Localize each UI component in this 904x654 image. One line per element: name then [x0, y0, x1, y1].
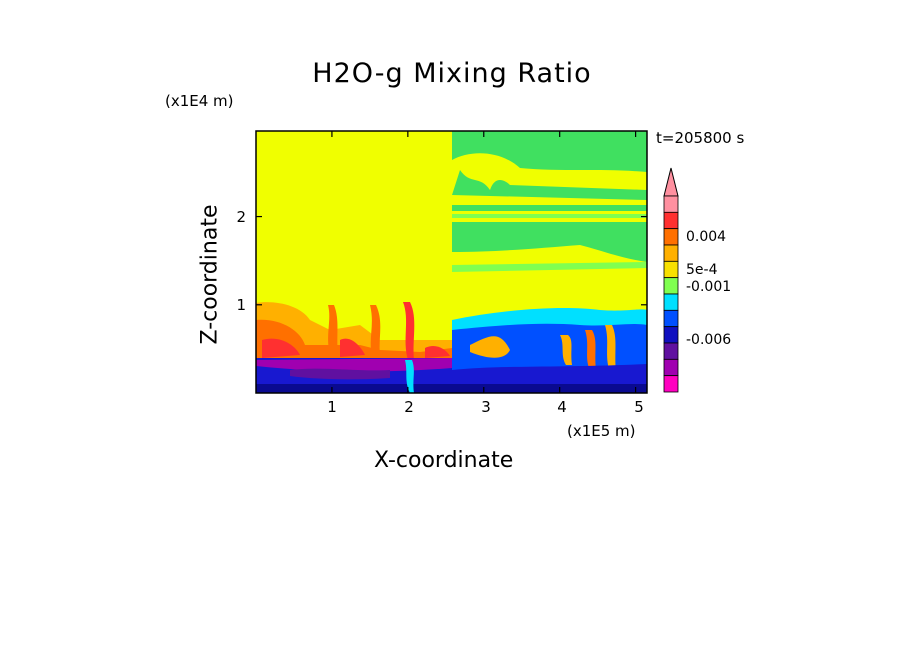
field-region-warm	[340, 338, 365, 357]
colorbar-swatch	[663, 195, 679, 213]
colorbar-swatch	[663, 375, 679, 393]
field-plume	[328, 305, 338, 355]
heatmap-field	[256, 131, 647, 393]
field-region-surface	[256, 358, 452, 372]
colorbar-swatch	[663, 326, 679, 344]
colorbar-swatch	[663, 293, 679, 311]
field-region-moist	[452, 262, 647, 272]
colorbar-swatch	[663, 358, 679, 377]
field-plume	[403, 302, 415, 360]
x-tick-label: 2	[404, 398, 414, 416]
x-tick-label: 5	[634, 398, 644, 416]
x-scale-label: (x1E5 m)	[567, 422, 636, 440]
colorbar-swatch	[663, 277, 679, 295]
field-plume	[470, 336, 510, 358]
y-scale-label: (x1E4 m)	[165, 92, 234, 110]
field-region-moist	[452, 214, 647, 218]
colorbar	[663, 167, 679, 393]
colorbar-label: 0.004	[686, 229, 727, 245]
timestamp-label: t=205800 s	[656, 129, 745, 147]
field-plume	[370, 305, 381, 356]
y-tick-label: 1	[236, 296, 246, 314]
colorbar-swatch	[663, 309, 679, 328]
colorbar-swatch	[663, 228, 679, 246]
colorbar-swatch	[663, 244, 679, 262]
y-tick-label: 2	[236, 208, 246, 226]
field-region-moist	[452, 205, 647, 211]
field-region-warm	[262, 338, 300, 358]
x-tick-label: 3	[481, 398, 491, 416]
field-plume	[605, 325, 616, 372]
colorbar-label: -0.001	[686, 279, 732, 295]
x-tick-label: 4	[557, 398, 567, 416]
colorbar-swatch	[663, 260, 679, 279]
field-plume	[560, 335, 572, 365]
field-region-moist	[452, 222, 647, 262]
field-region-warm	[425, 345, 450, 358]
colorbar-arrow	[663, 167, 679, 197]
x-axis-label: X-coordinate	[374, 448, 514, 473]
colorbar-label: -0.006	[686, 332, 732, 348]
field-plume	[585, 330, 596, 370]
field-plume	[405, 360, 414, 393]
plot-frame	[255, 130, 648, 394]
colorbar-swatch	[663, 211, 679, 230]
axis-ticks	[256, 131, 647, 393]
field-region-surface	[290, 368, 390, 380]
field-region-moist	[452, 131, 647, 172]
colorbar-swatch	[663, 342, 679, 360]
x-tick-label: 1	[327, 398, 337, 416]
colorbar-label: 5e-4	[686, 262, 718, 278]
field-region-moist	[452, 170, 647, 200]
field-region-warm	[256, 319, 452, 360]
field-region-surface	[256, 384, 647, 393]
chart-title: H2O-g Mixing Ratio	[312, 58, 592, 89]
